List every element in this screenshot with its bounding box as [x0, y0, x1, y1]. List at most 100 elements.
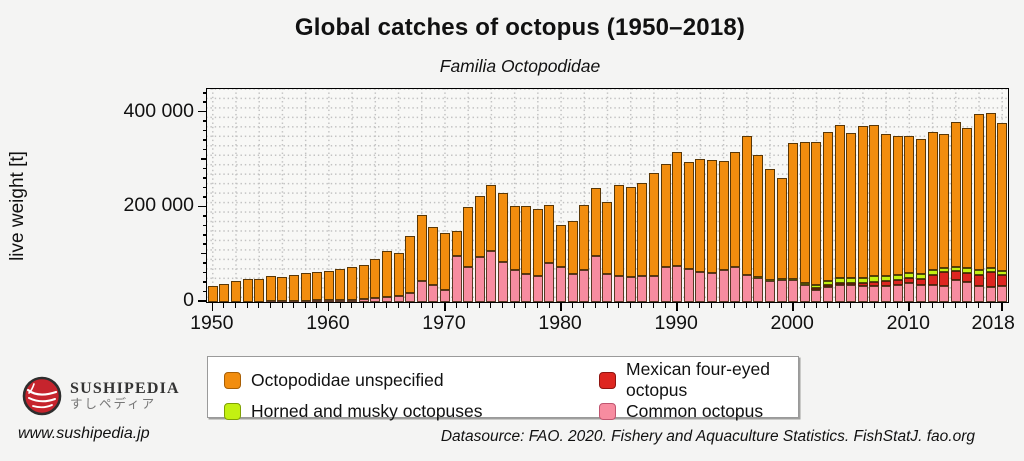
y-tick: [203, 215, 206, 217]
bar-segment: [915, 138, 926, 275]
sushi-roll-icon: [22, 376, 62, 416]
bar-segment: [765, 169, 776, 281]
bar-segment: [277, 277, 288, 302]
bar-segment: [834, 282, 845, 285]
bar-segment: [393, 296, 404, 302]
bar-segment: [846, 133, 857, 279]
chart-subtitle: Familia Octopodidae: [439, 56, 601, 76]
y-tick-label: 200 000: [123, 194, 195, 217]
legend-item: Mexican four-eyed octopus: [599, 359, 798, 401]
x-tick-label: 1950: [190, 312, 234, 334]
bar-segment: [927, 275, 938, 285]
x-tick: [316, 303, 318, 308]
bar-1993: [706, 89, 718, 302]
bar-1978: [532, 89, 544, 302]
bar-segment: [509, 270, 520, 302]
bar-2001: [799, 89, 811, 302]
bar-segment: [498, 193, 509, 263]
bar-segment: [753, 277, 764, 302]
bar-segment: [881, 281, 892, 286]
bar-segment: [567, 273, 578, 302]
bar-segment: [962, 272, 973, 283]
bar-segment: [846, 278, 857, 284]
bar-1955: [265, 89, 277, 302]
bar-segment: [730, 152, 741, 268]
bar-2003: [822, 89, 834, 302]
bar-segment: [544, 263, 555, 302]
bar-segment: [347, 299, 358, 302]
bar-segment: [823, 281, 834, 285]
bar-segment: [231, 281, 242, 302]
bar-segment: [892, 280, 903, 286]
bar-segment: [265, 276, 276, 302]
bar-segment: [532, 209, 543, 276]
bar-segment: [834, 277, 845, 283]
x-tick: [676, 303, 678, 311]
bar-segment: [753, 154, 764, 278]
bar-1954: [253, 89, 265, 302]
bar-segment: [242, 279, 253, 302]
x-tick: [734, 303, 736, 308]
x-tick: [699, 303, 701, 308]
bar-segment: [660, 164, 671, 268]
bar-2016: [973, 89, 985, 302]
bar-2008: [880, 89, 892, 302]
bar-segment: [312, 300, 323, 302]
x-tick: [223, 303, 225, 308]
bar-1959: [311, 89, 323, 302]
x-tick: [1001, 303, 1003, 311]
y-tick: [203, 101, 206, 103]
bar-2000: [787, 89, 799, 302]
legend: Octopodidae unspecified Mexican four-eyed…: [207, 356, 799, 421]
bar-segment: [881, 285, 892, 302]
bar-segment: [939, 267, 950, 273]
bar-segment: [648, 173, 659, 276]
bar-segment: [532, 275, 543, 302]
y-tick: [201, 158, 206, 160]
bar-segment: [997, 123, 1008, 272]
x-tick: [838, 303, 840, 308]
legend-label: Octopodidae unspecified: [251, 369, 444, 390]
chart-title: Global catches of octopus (1950–2018): [294, 14, 746, 41]
bar-segment: [834, 125, 845, 278]
x-tick: [351, 303, 353, 308]
bar-segment: [939, 272, 950, 287]
x-tick: [374, 303, 376, 308]
sushipedia-logo: SUSHIPEDIA すしペディア: [22, 376, 180, 416]
bar-1997: [753, 89, 765, 302]
bar-segment: [207, 286, 218, 302]
bar-segment: [904, 136, 915, 274]
bar-1984: [602, 89, 614, 302]
bar-1990: [671, 89, 683, 302]
bar-1961: [335, 89, 347, 302]
bar-segment: [358, 265, 369, 300]
bar-segment: [950, 266, 961, 272]
x-tick: [281, 303, 283, 308]
x-tick: [919, 303, 921, 308]
bar-segment: [950, 271, 961, 280]
bar-1987: [637, 89, 649, 302]
x-tick: [548, 303, 550, 308]
x-tick: [258, 303, 260, 308]
bar-segment: [857, 277, 868, 284]
x-tick: [409, 303, 411, 308]
bar-segment: [962, 127, 973, 268]
bar-segment: [567, 220, 578, 274]
x-tick: [943, 303, 945, 308]
x-tick: [618, 303, 620, 308]
bar-segment: [335, 300, 346, 302]
y-tick: [203, 129, 206, 132]
x-tick: [803, 303, 805, 308]
bar-2013: [938, 89, 950, 302]
bar-segment: [730, 267, 741, 302]
x-tick: [966, 303, 968, 308]
y-tick-label: 0: [183, 289, 194, 311]
x-tick: [885, 303, 887, 308]
bar-segment: [927, 269, 938, 276]
bar-1972: [462, 89, 474, 302]
y-axis-label: live weight [t]: [7, 151, 28, 261]
x-tick: [502, 303, 503, 308]
x-tick: [652, 303, 654, 308]
x-tick: [560, 303, 562, 311]
x-tick: [327, 303, 330, 311]
